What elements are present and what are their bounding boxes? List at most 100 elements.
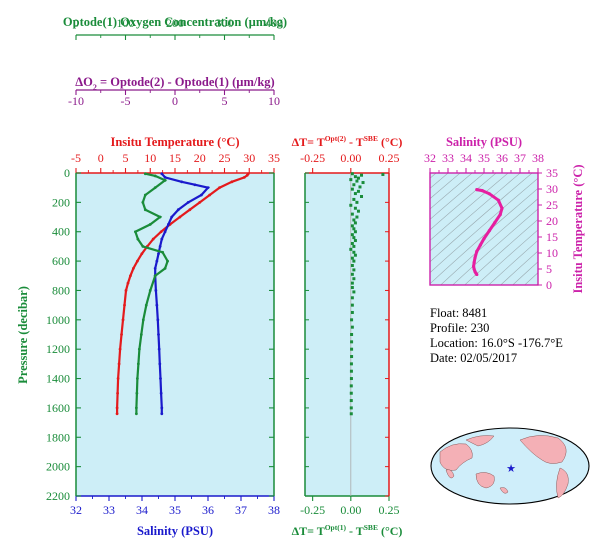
delta-o2-label-rest: = Optode(2) - Optode(1) (µm/kg) [97, 75, 275, 89]
ts-salinity-ticks: 32 33 34 35 36 37 38 [424, 151, 544, 173]
temperature-point [245, 173, 249, 177]
pressure-tick-label: 2200 [46, 489, 70, 503]
ts-series-group [471, 188, 504, 277]
ts-temperature-tick-label: 30 [546, 182, 558, 196]
salinity-point [206, 186, 210, 190]
salinity-point [160, 406, 164, 410]
oxygen-point [136, 237, 140, 241]
delta-t-point [349, 406, 353, 410]
ts-salinity-tick-label: 34 [460, 151, 472, 165]
delta-t-panel-background [305, 173, 389, 496]
salinity-point [167, 222, 170, 226]
salinity-axis-tick-label: 32 [70, 503, 82, 517]
salinity-axis-tick-label: 37 [235, 503, 247, 517]
ts-density-contour [452, 208, 538, 285]
ts-point [482, 237, 486, 241]
map-land-nz [499, 487, 509, 494]
oxygen-series [134, 172, 169, 416]
temperature-axis-tick-label: 25 [219, 151, 231, 165]
oxygen-point [135, 377, 139, 380]
delta-o2-axis-tick-label: -10 [68, 94, 84, 108]
temperature-series-line [115, 173, 250, 414]
ts-salinity-tick-label: 32 [424, 151, 436, 165]
salinity-point [193, 183, 197, 187]
salinity-point [180, 180, 184, 184]
ts-point [487, 192, 491, 196]
ts-density-contour [430, 173, 449, 189]
oxygen-axis-tick-label: 200 [166, 16, 184, 30]
pressure-tick-label: 800 [52, 283, 70, 297]
delta-t-point [352, 236, 356, 240]
temperature-point [132, 267, 135, 270]
ts-point [480, 189, 484, 193]
delta-t-bottom-tick-label: 0.25 [379, 503, 400, 517]
temperature-point [218, 186, 221, 190]
ts-temperature-label: Insitu Temperature (°C) [571, 164, 585, 293]
delta-t-point [349, 203, 353, 207]
oxygen-axis-tick-label: 100 [117, 16, 135, 30]
world-map: ★ [430, 427, 590, 505]
map-land-australia [475, 472, 495, 489]
salinity-point [160, 237, 164, 241]
oxygen-point [158, 215, 162, 219]
oxygen-point [153, 274, 157, 278]
salinity-axis-tick-label: 38 [268, 503, 280, 517]
delta-t-point [350, 212, 354, 216]
salinity-point [163, 230, 167, 234]
salinity-point [186, 200, 190, 204]
delta-t-point [352, 227, 356, 231]
delta-t-point [360, 173, 364, 177]
salinity-point [200, 193, 203, 197]
salinity-axis-tick-label: 33 [103, 503, 115, 517]
pressure-tick-label: 1400 [46, 372, 70, 386]
temperature-axis-tick-label: 20 [194, 151, 206, 165]
temperature-point [123, 303, 126, 307]
dtt-mid: - T [346, 135, 364, 149]
delta-t-point [350, 296, 354, 300]
delta-t-point [352, 250, 356, 254]
delta-t-point [353, 253, 357, 257]
oxygen-point [148, 222, 152, 226]
temperature-point [124, 289, 128, 292]
oxygen-point [136, 362, 140, 366]
delta-t-point [352, 183, 356, 187]
profile-date: Date: 02/05/2017 [430, 351, 517, 365]
oxygen-axis-tick-label: 0 [73, 16, 79, 30]
ts-point [496, 198, 500, 202]
salinity-point [160, 172, 164, 176]
delta-o2-label-sub: 2 [93, 83, 97, 92]
float-info: Float: 8481 Profile: 230 Location: 16.0°… [430, 306, 563, 365]
temperature-point [118, 347, 122, 351]
temperature-axis-tick-label: 10 [144, 151, 156, 165]
pressure-tick-label: 600 [52, 254, 70, 268]
temperature-axis-tick-label: -5 [71, 151, 81, 165]
salinity-point [170, 215, 174, 219]
main-panel-background [76, 173, 274, 496]
ts-temperature-tick-label: 5 [546, 262, 552, 276]
delta-t-point [350, 355, 354, 359]
salinity-point [157, 252, 160, 256]
delta-t-point [349, 377, 353, 381]
delta-o2-axis-tick-label: 10 [268, 94, 280, 108]
ts-density-contours [430, 173, 538, 285]
temperature-point [198, 200, 202, 204]
ts-point [472, 267, 476, 271]
temperature-point [120, 333, 123, 336]
oxygen-point [144, 303, 148, 307]
temperature-point [117, 362, 121, 366]
delta-t-point [361, 181, 365, 185]
ts-point [487, 229, 491, 233]
delta-t-point [350, 325, 354, 329]
delta-o2-axis-ticks: -10 -5 0 5 10 [68, 90, 280, 108]
delta-t-point [355, 215, 359, 219]
delta-t-point [353, 221, 357, 225]
delta-t-point [352, 268, 356, 272]
salinity-axis-tick-label: 36 [202, 503, 214, 517]
oxygen-axis-tick-label: 300 [216, 16, 234, 30]
salinity-point [159, 391, 163, 395]
ts-temperature-tick-label: 35 [546, 166, 558, 180]
map-land-islands [445, 469, 455, 479]
oxygen-point [141, 318, 145, 322]
salinity-axis-tick-label: 35 [169, 503, 181, 517]
temperature-axis-label: Insitu Temperature (°C) [110, 135, 239, 149]
